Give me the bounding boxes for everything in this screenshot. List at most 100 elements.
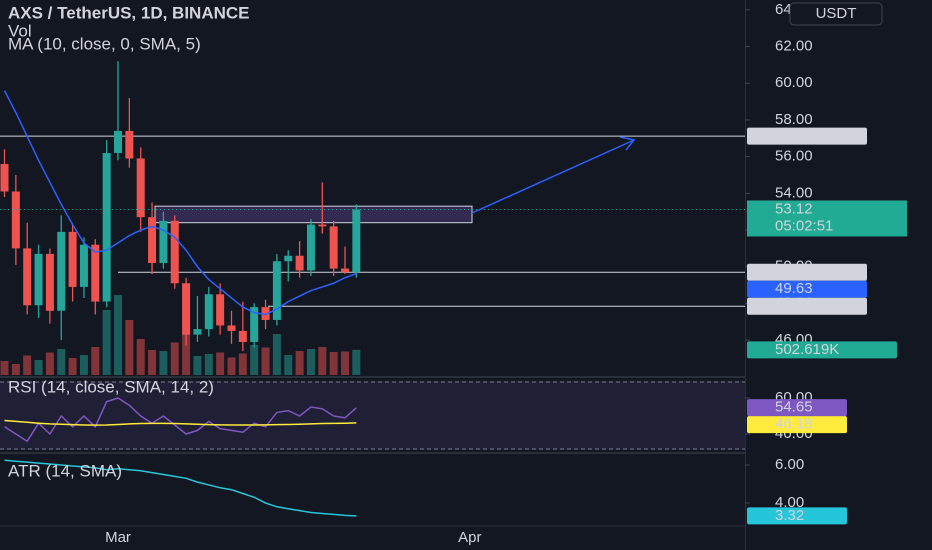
volume-bar bbox=[114, 295, 122, 375]
candle-body bbox=[68, 231, 77, 287]
volume-bar bbox=[125, 320, 134, 375]
candle-body bbox=[193, 329, 202, 335]
price-tag-label: 49.70 bbox=[775, 263, 813, 280]
price-tag-label: 502.619K bbox=[775, 341, 839, 358]
volume-bar bbox=[261, 347, 270, 375]
candle-body bbox=[79, 244, 88, 287]
y-tick-label: 60.00 bbox=[775, 74, 813, 91]
candle-body bbox=[272, 261, 281, 320]
candle-body bbox=[295, 255, 304, 271]
price-tag-label: 54.65 bbox=[775, 399, 813, 416]
y-tick-label: 6.00 bbox=[775, 456, 804, 473]
candle-body bbox=[0, 163, 9, 192]
price-tag bbox=[747, 399, 847, 417]
price-tag-label: 3.32 bbox=[775, 507, 804, 524]
arrow-head bbox=[619, 136, 636, 151]
volume-bar bbox=[272, 334, 281, 375]
volume-bar bbox=[284, 355, 293, 375]
rsi-band bbox=[0, 381, 745, 450]
price-tag bbox=[747, 280, 867, 298]
price-tag-label: 47.85 bbox=[775, 297, 813, 314]
candle-body bbox=[306, 224, 315, 271]
y-tick-label: 56.00 bbox=[775, 148, 813, 165]
price-tag-label: 49.63 bbox=[775, 280, 813, 297]
candle-body bbox=[250, 307, 259, 342]
candle-body bbox=[45, 253, 54, 311]
volume-bar bbox=[136, 339, 145, 375]
candle-body bbox=[204, 294, 213, 330]
volume-bar bbox=[306, 349, 315, 375]
price-tag-label: 57.12 bbox=[775, 127, 813, 144]
indicator-line bbox=[3, 90, 357, 316]
volume-bar bbox=[182, 332, 191, 375]
volume-bar bbox=[159, 351, 168, 375]
rsi-legend: RSI (14, close, SMA, 14, 2) bbox=[8, 377, 214, 396]
trend-arrow bbox=[471, 136, 636, 214]
candle-body bbox=[329, 226, 338, 269]
volume-bar bbox=[216, 352, 225, 375]
last-price-tag bbox=[747, 200, 907, 237]
y-tick-label: 58.00 bbox=[775, 111, 813, 128]
indicator-line bbox=[4, 459, 357, 517]
indicator-line bbox=[4, 397, 357, 443]
candle-body bbox=[125, 130, 134, 159]
price-tag bbox=[747, 416, 847, 434]
volume-bar bbox=[68, 358, 77, 375]
price-tag-label: 46.18 bbox=[775, 416, 813, 433]
volume-bar bbox=[102, 310, 111, 375]
indicator-line bbox=[4, 419, 357, 426]
candle-body bbox=[114, 130, 122, 153]
volume-bar bbox=[227, 357, 236, 375]
volume-bar bbox=[238, 353, 247, 375]
candle-body bbox=[11, 191, 20, 249]
x-tick-label: Apr bbox=[458, 529, 481, 546]
volume-bar bbox=[329, 352, 338, 375]
currency-label[interactable]: USDT bbox=[816, 5, 857, 22]
y-tick-label: 54.00 bbox=[775, 184, 813, 201]
candle-body bbox=[102, 152, 111, 302]
candle-body bbox=[23, 248, 32, 306]
volume-bar bbox=[352, 349, 361, 375]
volume-bar bbox=[34, 360, 43, 375]
candle-body bbox=[261, 307, 270, 320]
candle-body bbox=[136, 158, 145, 218]
volume-bar bbox=[45, 352, 54, 375]
atr-legend: ATR (14, SMA) bbox=[8, 461, 122, 480]
candle-body bbox=[148, 217, 157, 264]
volume-bar bbox=[79, 355, 88, 375]
price-tag bbox=[747, 127, 867, 145]
price-tag bbox=[747, 297, 867, 315]
y-tick-label: 62.00 bbox=[775, 38, 813, 55]
volume-bar bbox=[11, 364, 20, 375]
ma-legend: MA (10, close, 0, SMA, 5) bbox=[8, 34, 201, 53]
volume-bar bbox=[193, 356, 202, 375]
candle-body bbox=[227, 325, 236, 331]
candle-body bbox=[352, 209, 361, 273]
last-price-label: 53.12 bbox=[775, 200, 813, 217]
candle-body bbox=[216, 294, 225, 326]
currency-button[interactable] bbox=[789, 2, 883, 26]
candle-body bbox=[170, 220, 179, 284]
volume-legend: Vol bbox=[8, 21, 32, 40]
countdown-label: 05:02:51 bbox=[775, 217, 833, 234]
candle-body bbox=[284, 255, 293, 262]
y-tick-label: 4.00 bbox=[775, 494, 804, 511]
candle-body bbox=[159, 220, 168, 264]
volume-bar bbox=[204, 354, 213, 375]
zone-box bbox=[154, 205, 473, 224]
candle-body bbox=[341, 268, 349, 273]
volume-bar bbox=[318, 347, 327, 375]
arrow-line bbox=[471, 139, 635, 214]
candle-body bbox=[34, 253, 43, 306]
candle-body bbox=[182, 283, 191, 335]
candle-body bbox=[57, 231, 66, 311]
price-tag bbox=[747, 263, 867, 281]
volume-bar bbox=[57, 349, 66, 375]
volume-bar bbox=[148, 350, 157, 375]
volume-bar bbox=[250, 345, 259, 375]
candle-body bbox=[91, 244, 100, 302]
volume-bar bbox=[91, 347, 100, 375]
candle-body bbox=[318, 224, 327, 227]
